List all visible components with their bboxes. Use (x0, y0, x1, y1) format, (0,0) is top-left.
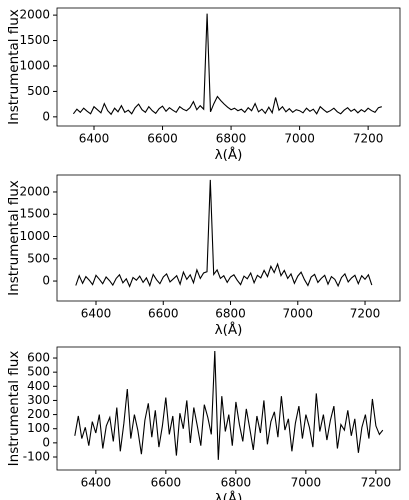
y-tick-label: 400 (27, 379, 50, 393)
y-tick-label: 500 (27, 84, 50, 98)
spectrum-line (74, 350, 384, 460)
x-tick-label: 6800 (215, 307, 246, 321)
x-tick-label: 6400 (81, 307, 112, 321)
spectrum-line (75, 179, 373, 288)
x-tick-label: 6800 (216, 132, 247, 146)
x-tick-label: 6600 (147, 132, 178, 146)
y-axis-label: Instrumental flux (6, 351, 22, 467)
y-tick-label: 200 (27, 407, 50, 421)
y-tick-label: 1500 (19, 33, 50, 47)
y-tick-label: 300 (27, 393, 50, 407)
y-tick-label: 0 (42, 109, 50, 123)
x-tick-label: 6400 (79, 132, 110, 146)
x-tick-label: 7200 (353, 132, 384, 146)
x-tick-label: 7000 (284, 132, 315, 146)
axes-frame (56, 174, 401, 302)
axes-frame (56, 346, 401, 471)
x-tick-label: 6400 (81, 476, 112, 490)
axes-frame (56, 7, 401, 127)
y-tick-label: 2000 (19, 8, 50, 22)
y-tick-label: 500 (27, 365, 50, 379)
x-tick-label: 6800 (221, 476, 252, 490)
x-tick-label: 7000 (282, 307, 313, 321)
y-tick-label: 100 (27, 421, 50, 435)
y-tick-label: 2000 (19, 184, 50, 198)
spectrum-line (72, 13, 382, 116)
x-tick-label: 6600 (151, 476, 182, 490)
y-tick-label: 0 (42, 274, 50, 288)
y-tick-label: 600 (27, 351, 50, 365)
y-tick-label: 1000 (19, 229, 50, 243)
x-tick-label: 7200 (361, 476, 392, 490)
x-axis-label: λ(Å) (215, 321, 243, 338)
y-tick-label: 1000 (19, 58, 50, 72)
y-axis-label: Instrumental flux (6, 9, 22, 125)
x-tick-label: 7200 (350, 307, 381, 321)
x-tick-label: 7000 (291, 476, 322, 490)
x-tick-label: 6600 (148, 307, 179, 321)
x-axis-label: λ(Å) (215, 490, 243, 500)
y-axis-label: Instrumental flux (6, 180, 22, 296)
y-tick-label: 0 (42, 435, 50, 449)
y-tick-label: 500 (27, 251, 50, 265)
y-tick-label: -100 (23, 449, 50, 463)
y-tick-label: 1500 (19, 207, 50, 221)
x-axis-label: λ(Å) (215, 146, 243, 163)
